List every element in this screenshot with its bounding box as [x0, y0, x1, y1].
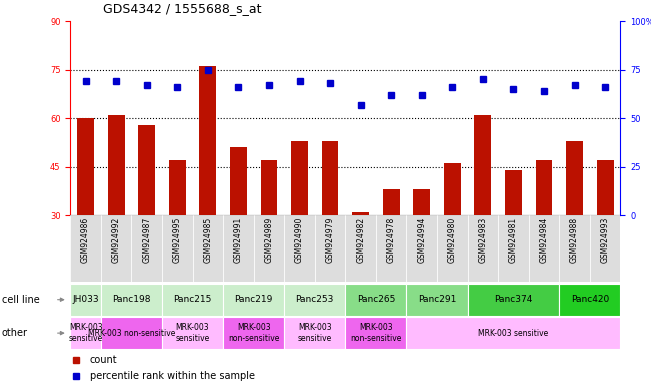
Text: GSM924992: GSM924992 — [112, 217, 120, 263]
Bar — [199, 66, 216, 215]
Bar — [352, 212, 369, 215]
Bar — [284, 284, 345, 316]
Text: other: other — [2, 328, 28, 338]
Text: GSM924978: GSM924978 — [387, 217, 396, 263]
Bar — [169, 160, 186, 215]
Bar — [315, 215, 345, 282]
Bar — [70, 215, 101, 282]
Text: GSM924979: GSM924979 — [326, 217, 335, 263]
Bar — [376, 215, 406, 282]
Bar — [529, 215, 559, 282]
Text: Panc291: Panc291 — [418, 295, 456, 304]
Bar — [413, 189, 430, 215]
Text: Panc374: Panc374 — [494, 295, 533, 304]
Bar — [536, 160, 553, 215]
Bar — [101, 317, 162, 349]
Bar — [284, 317, 345, 349]
Text: GSM924984: GSM924984 — [540, 217, 549, 263]
Bar — [590, 215, 620, 282]
Text: cell line: cell line — [2, 295, 40, 305]
Bar — [223, 215, 254, 282]
Bar — [193, 215, 223, 282]
Text: GSM924994: GSM924994 — [417, 217, 426, 263]
Text: GDS4342 / 1555688_s_at: GDS4342 / 1555688_s_at — [103, 2, 261, 15]
Text: percentile rank within the sample: percentile rank within the sample — [90, 371, 255, 381]
Bar — [559, 284, 620, 316]
Bar — [383, 189, 400, 215]
Text: count: count — [90, 355, 117, 365]
Bar — [162, 215, 193, 282]
Bar — [444, 163, 461, 215]
Text: GSM924986: GSM924986 — [81, 217, 90, 263]
Bar — [108, 115, 124, 215]
Bar — [345, 215, 376, 282]
Bar — [406, 284, 467, 316]
Bar — [322, 141, 339, 215]
Bar — [475, 115, 492, 215]
Bar — [406, 317, 620, 349]
Text: Panc215: Panc215 — [173, 295, 212, 304]
Bar — [162, 317, 223, 349]
Bar — [284, 215, 315, 282]
Bar — [101, 284, 162, 316]
Text: GSM924988: GSM924988 — [570, 217, 579, 263]
Bar — [254, 215, 284, 282]
Bar — [597, 160, 613, 215]
Bar — [101, 215, 132, 282]
Bar — [566, 141, 583, 215]
Bar — [70, 317, 101, 349]
Text: GSM924985: GSM924985 — [203, 217, 212, 263]
Bar — [223, 284, 284, 316]
Text: GSM924990: GSM924990 — [295, 217, 304, 263]
Bar — [77, 118, 94, 215]
Text: MRK-003
sensitive: MRK-003 sensitive — [298, 323, 332, 343]
Bar — [223, 317, 284, 349]
Text: GSM924991: GSM924991 — [234, 217, 243, 263]
Text: GSM924982: GSM924982 — [356, 217, 365, 263]
Bar — [467, 215, 498, 282]
Bar — [291, 141, 308, 215]
Text: MRK-003
non-sensitive: MRK-003 non-sensitive — [350, 323, 402, 343]
Text: MRK-003 non-sensitive: MRK-003 non-sensitive — [88, 329, 175, 338]
Text: GSM924980: GSM924980 — [448, 217, 457, 263]
Bar — [345, 317, 406, 349]
Bar — [70, 284, 101, 316]
Text: MRK-003
sensitive: MRK-003 sensitive — [68, 323, 103, 343]
Text: GSM924989: GSM924989 — [264, 217, 273, 263]
Bar — [559, 215, 590, 282]
Text: MRK-003
non-sensitive: MRK-003 non-sensitive — [228, 323, 279, 343]
Text: GSM924987: GSM924987 — [142, 217, 151, 263]
Bar — [230, 147, 247, 215]
Bar — [260, 160, 277, 215]
Text: Panc265: Panc265 — [357, 295, 395, 304]
Text: JH033: JH033 — [72, 295, 99, 304]
Bar — [406, 215, 437, 282]
Text: GSM924983: GSM924983 — [478, 217, 488, 263]
Text: MRK-003 sensitive: MRK-003 sensitive — [478, 329, 549, 338]
Text: GSM924993: GSM924993 — [601, 217, 609, 263]
Text: GSM924995: GSM924995 — [173, 217, 182, 263]
Text: Panc219: Panc219 — [234, 295, 273, 304]
Bar — [138, 124, 155, 215]
Bar — [132, 215, 162, 282]
Text: MRK-003
sensitive: MRK-003 sensitive — [175, 323, 210, 343]
Bar — [345, 284, 406, 316]
Bar — [505, 170, 522, 215]
Bar — [162, 284, 223, 316]
Text: Panc420: Panc420 — [571, 295, 609, 304]
Bar — [498, 215, 529, 282]
Bar — [467, 284, 559, 316]
Text: Panc253: Panc253 — [296, 295, 334, 304]
Text: Panc198: Panc198 — [112, 295, 150, 304]
Text: GSM924981: GSM924981 — [509, 217, 518, 263]
Bar — [437, 215, 467, 282]
